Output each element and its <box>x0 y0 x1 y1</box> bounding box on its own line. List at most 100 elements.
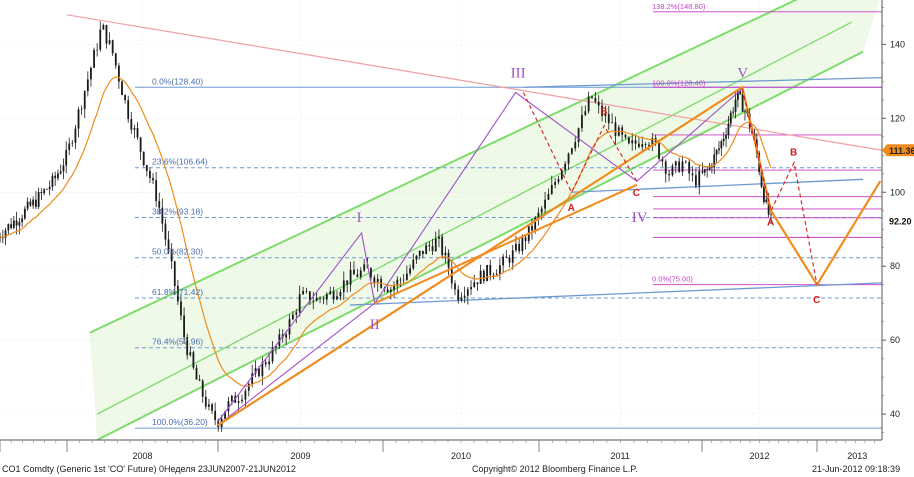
price-candle-body <box>457 289 460 301</box>
price-candle-body <box>614 122 617 136</box>
price-candle-body <box>21 218 24 222</box>
price-candle-body <box>611 122 614 124</box>
retracement-label: 61.8%(71.42) <box>152 287 203 297</box>
price-candle-body <box>428 245 431 247</box>
wave-label-roman: V <box>737 66 748 82</box>
price-candle-body <box>560 170 563 180</box>
price-candle-body <box>186 337 189 356</box>
price-candle-body <box>550 184 553 195</box>
retracement-label: 38.2%(93.18) <box>152 206 203 216</box>
price-candle-body <box>597 101 600 106</box>
price-candle-body <box>402 279 405 281</box>
price-candle-body <box>180 301 182 316</box>
price-candle-body <box>732 111 735 113</box>
price-candle-body <box>4 230 7 238</box>
price-candle-body <box>495 273 498 275</box>
price-candle-body <box>155 180 158 202</box>
price-candle-body <box>688 161 691 174</box>
price-candle-body <box>108 40 111 44</box>
price-candle-body <box>540 208 543 213</box>
price-candle-body <box>386 289 389 292</box>
price-candle-body <box>376 278 379 284</box>
price-candle-body <box>111 40 114 54</box>
projection-label: 138.2%(148.80) <box>652 2 706 11</box>
price-candle-body <box>584 111 587 115</box>
price-candle-body <box>370 268 372 278</box>
price-candle-body <box>654 138 657 144</box>
price-candle-body <box>48 186 51 190</box>
price-candle-body <box>258 368 260 377</box>
price-candle-body <box>325 294 328 300</box>
abc-correction-2 <box>741 88 818 285</box>
price-candle-body <box>418 250 421 256</box>
wave-label-roman: I <box>357 210 362 226</box>
price-candle-body <box>359 270 362 277</box>
price-candle-body <box>460 297 463 301</box>
price-candle-body <box>261 362 264 377</box>
price-candle-body <box>189 352 192 356</box>
price-candle-body <box>237 401 240 403</box>
price-candle-body <box>725 135 727 139</box>
price-candle-body <box>121 81 123 96</box>
price-candle-body <box>319 297 321 299</box>
price-candle-body <box>729 112 732 124</box>
price-candle-body <box>396 279 399 286</box>
price-candle-body <box>158 201 161 208</box>
price-candle-body <box>198 379 201 381</box>
price-candle-body <box>534 217 537 231</box>
top-blue-line <box>523 76 883 88</box>
price-candle-body <box>214 410 217 420</box>
price-candle-body <box>211 404 213 411</box>
price-candle-body <box>524 237 527 241</box>
price-candle-body <box>412 259 415 269</box>
y-tick-label: 120 <box>890 113 905 123</box>
price-candle-body <box>486 264 488 282</box>
price-candle-body <box>18 221 21 226</box>
price-candle-body <box>767 199 770 215</box>
price-candle-body <box>671 165 674 176</box>
price-candle-body <box>114 53 117 66</box>
price-candle-body <box>489 264 492 275</box>
price-candle-body <box>230 395 233 402</box>
wave-label-roman: II <box>370 317 380 333</box>
price-candle-body <box>438 236 440 239</box>
retracement-label: 100.0%(36.20) <box>152 417 208 427</box>
price-candle-body <box>43 189 46 194</box>
price-candle-body <box>251 373 254 384</box>
price-candle-body <box>227 401 230 412</box>
elliott-waves <box>217 85 882 427</box>
price-candle-body <box>607 114 610 124</box>
price-candle-body <box>15 220 18 226</box>
price-candle-body <box>668 173 670 176</box>
price-candle-body <box>29 201 32 206</box>
x-tick-label: 2013 <box>847 451 867 461</box>
price-candle-body <box>217 419 220 428</box>
price-candle-body <box>83 91 86 109</box>
price-candle-body <box>86 79 89 92</box>
price-candle-body <box>744 111 746 113</box>
price-candle-body <box>664 161 667 174</box>
price-candle-body <box>624 134 627 138</box>
trend-channel <box>89 0 880 441</box>
price-candle-body <box>638 143 640 147</box>
price-candle-body <box>373 277 376 284</box>
price-candle-body <box>470 286 472 290</box>
x-tick-label: 2008 <box>133 451 153 461</box>
price-candle-body <box>703 169 706 173</box>
projection-wave-orange <box>217 85 882 427</box>
price-candle-body <box>57 173 59 179</box>
x-tick-label: 2012 <box>750 451 770 461</box>
price-candle-body <box>574 141 577 149</box>
price-candle-body <box>718 148 720 151</box>
channel-upper-line <box>89 0 798 334</box>
price-candle-body <box>736 91 739 100</box>
price-candle-body <box>105 24 108 44</box>
price-candle-body <box>508 257 511 263</box>
price-candle-body <box>275 345 277 348</box>
wave-label-abc: C <box>813 295 820 306</box>
price-candle-body <box>727 123 730 136</box>
price-candle-body <box>59 171 62 174</box>
price-candle-body <box>644 144 647 145</box>
y-tick-label: 80 <box>890 261 900 271</box>
price-flag-trend-text: 111.36 <box>889 146 914 156</box>
